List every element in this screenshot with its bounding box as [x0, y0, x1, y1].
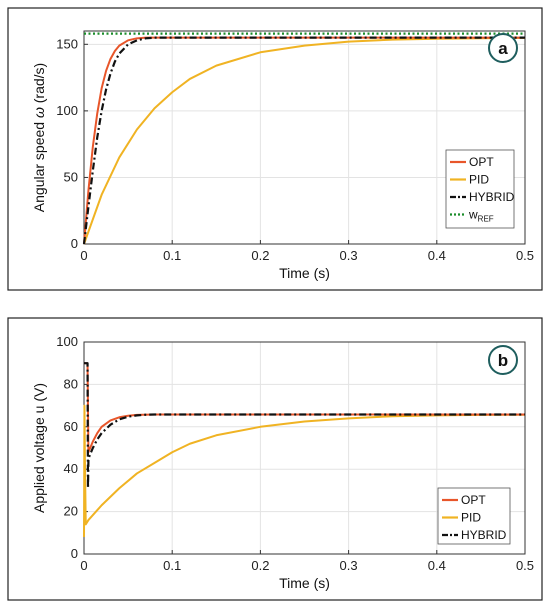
x-tick-label: 0.1	[163, 248, 181, 263]
y-tick-label: 80	[64, 376, 78, 391]
x-tick-label: 0.1	[163, 558, 181, 573]
series-line-pid	[83, 36, 526, 245]
y-axis-label-unit: (rad/s)	[31, 63, 47, 107]
y-tick-label: 150	[56, 36, 78, 51]
panel-b: 0 0.1 0.2 0.3 0.4 0.5 0 20 40 60 80 100 Time (s) Appl…	[7, 317, 543, 601]
y-axis-label-symbol: ω	[31, 107, 47, 118]
y-axis-label-text: Angular speed	[31, 118, 47, 212]
x-tick-label: 0.4	[428, 558, 446, 573]
y-tick-label: 40	[64, 461, 78, 476]
y-tick-label: 0	[71, 546, 78, 561]
badge-label: b	[498, 351, 508, 370]
legend-label-pid: PID	[469, 173, 489, 187]
legend: OPT PID HYBRID wREF	[445, 149, 515, 229]
series-lines	[82, 32, 526, 245]
badge-circle	[488, 345, 518, 375]
y-axis-label: Angular speed ω (rad/s)	[31, 63, 47, 212]
legend-label-pid: PID	[461, 511, 481, 525]
legend-label-main: w	[468, 208, 478, 222]
legend-label-hybrid: HYBRID	[461, 528, 507, 542]
x-tick-label: 0.5	[516, 248, 534, 263]
panel-badge: a	[488, 33, 518, 63]
x-tick-label: 0	[80, 248, 87, 263]
x-tick-label: 0.2	[251, 248, 269, 263]
legend-label-hybrid: HYBRID	[469, 190, 515, 204]
series-line-pid	[83, 404, 526, 538]
x-axis-label: Time (s)	[279, 575, 330, 591]
x-tick-label: 0.3	[340, 558, 358, 573]
y-tick-label: 20	[64, 504, 78, 519]
series-line-hybrid	[83, 362, 525, 490]
x-tick-label: 0.4	[428, 248, 446, 263]
y-tick-label: 0	[71, 236, 78, 251]
badge-label: a	[498, 39, 508, 58]
panel-a: 0 0.1 0.2 0.3 0.4 0.5 0 50 100 150 Time (s) Angular…	[7, 7, 543, 291]
legend-label-wref: wREF	[468, 208, 494, 224]
panel-frame	[7, 317, 543, 601]
x-axis-label: Time (s)	[279, 265, 330, 281]
x-tick-label: 0.2	[251, 558, 269, 573]
legend-label-opt: OPT	[469, 155, 494, 169]
legend-label-sub: REF	[478, 215, 494, 224]
x-tick-label: 0	[80, 558, 87, 573]
y-axis-label: Applied voltage u (V)	[31, 383, 47, 513]
y-tick-label: 100	[56, 334, 78, 349]
y-tick-label: 50	[64, 169, 78, 184]
series-lines	[83, 362, 526, 538]
x-tick-label: 0.5	[516, 558, 534, 573]
y-tick-label: 100	[56, 103, 78, 118]
axes-box	[83, 30, 526, 245]
panel-frame	[7, 7, 543, 291]
legend-label-opt: OPT	[461, 493, 486, 507]
legend: OPT PID HYBRID	[437, 487, 511, 545]
badge-circle	[488, 33, 518, 63]
series-line-hybrid	[82, 36, 525, 245]
x-tick-label: 0.3	[340, 248, 358, 263]
y-tick-label: 60	[64, 419, 78, 434]
panel-badge: b	[488, 345, 518, 375]
